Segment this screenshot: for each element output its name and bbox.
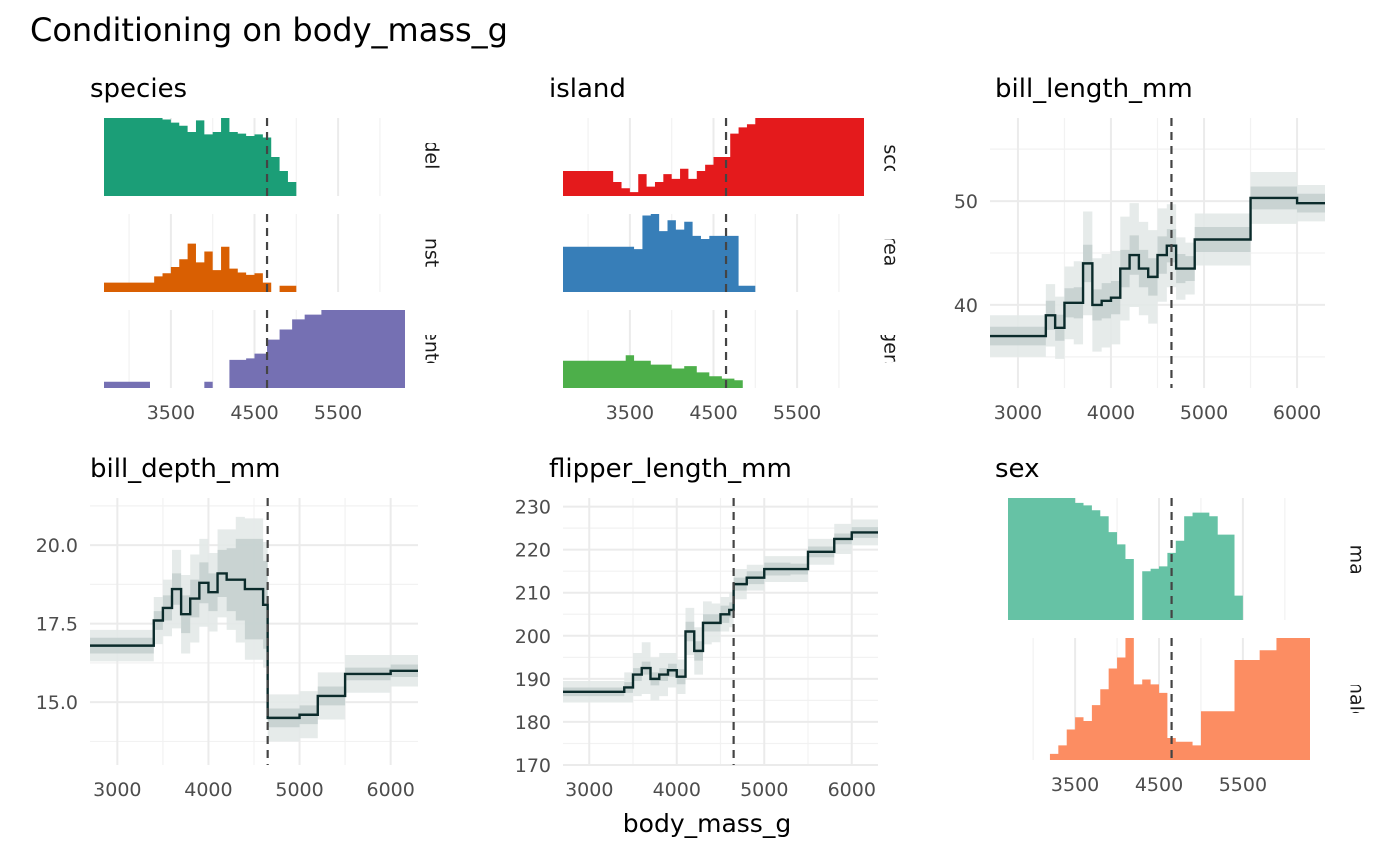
facet-Dream: Dream bbox=[563, 214, 902, 292]
area-Biscoe bbox=[563, 118, 864, 196]
x-tick-label: 6000 bbox=[828, 779, 876, 801]
step-line bbox=[990, 196, 1325, 338]
facet-Gentoo: Gentoo bbox=[104, 310, 443, 388]
inner-band bbox=[90, 538, 418, 728]
panel-title: species bbox=[90, 74, 187, 104]
facet-Chinstrap: Chinstrap bbox=[104, 207, 443, 299]
strip-label: Torgersen bbox=[880, 302, 902, 396]
area-Chinstrap bbox=[104, 243, 297, 292]
panel-flipper_length_mm: flipper_length_mm 3000 4000 5000 6000 170 180 1… bbox=[515, 454, 878, 801]
y-tick-label: 230 bbox=[515, 497, 551, 519]
x-axis-label: body_mass_g bbox=[623, 809, 791, 838]
strip-label: Chinstrap bbox=[421, 207, 443, 299]
strip-label: Gentoo bbox=[421, 314, 443, 383]
panel-title: bill_depth_mm bbox=[90, 454, 281, 484]
x-tick-label: 4000 bbox=[184, 779, 232, 801]
area-Adelie bbox=[104, 118, 297, 196]
strip-label: female bbox=[1346, 526, 1368, 592]
x-tick-label: 5000 bbox=[275, 779, 323, 801]
x-tick-label: 4500 bbox=[689, 402, 737, 424]
x-tick-label: 6000 bbox=[1273, 402, 1321, 424]
step-line bbox=[90, 572, 418, 720]
panel-title: sex bbox=[995, 454, 1039, 484]
x-tick-label: 3000 bbox=[565, 779, 613, 801]
area-female bbox=[1008, 498, 1243, 620]
panel-title: bill_length_mm bbox=[995, 74, 1193, 104]
x-tick-label: 6000 bbox=[366, 779, 414, 801]
strip-label: Biscoe bbox=[880, 126, 902, 188]
strip-label: Dream bbox=[880, 221, 902, 285]
step-line bbox=[563, 531, 878, 693]
y-tick-label: 190 bbox=[515, 669, 551, 691]
panel-bill_depth_mm: bill_depth_mm 3000 4000 5000 6000 15.0 17.5 20.… bbox=[36, 454, 418, 801]
facet-male: male bbox=[1032, 638, 1368, 760]
y-tick-label: 50 bbox=[954, 191, 978, 213]
x-tick-label: 4500 bbox=[1135, 774, 1183, 796]
x-tick-label: 5500 bbox=[1219, 774, 1267, 796]
facet-Adelie: Adelie bbox=[104, 118, 443, 196]
area-Gentoo bbox=[104, 310, 405, 388]
x-tick-label: 5500 bbox=[314, 402, 362, 424]
x-tick-label: 5500 bbox=[773, 402, 821, 424]
panels: species Adelie Chinstrap Gentoo 3500 4500 5500… bbox=[36, 74, 1368, 801]
y-tick-label: 180 bbox=[515, 712, 551, 734]
panel-island: island Biscoe Dream Torgersen 3500 4500 5500 bbox=[549, 74, 902, 424]
y-tick-label: 20.0 bbox=[36, 535, 78, 557]
area-Dream bbox=[563, 214, 756, 292]
figure-title: Conditioning on body_mass_g bbox=[30, 11, 508, 49]
strip-label: male bbox=[1346, 675, 1368, 722]
y-tick-label: 200 bbox=[515, 626, 551, 648]
facet-Biscoe: Biscoe bbox=[563, 118, 902, 196]
area-Torgersen bbox=[563, 355, 743, 388]
panel-species: species Adelie Chinstrap Gentoo 3500 4500 5500 bbox=[90, 74, 443, 424]
facet-female: female bbox=[1008, 498, 1368, 620]
x-tick-label: 4000 bbox=[1087, 402, 1135, 424]
y-tick-label: 220 bbox=[515, 540, 551, 562]
y-tick-label: 40 bbox=[954, 295, 978, 317]
x-tick-label: 3500 bbox=[147, 402, 195, 424]
panel-sex: sex female male 3500 4500 5500 bbox=[995, 454, 1368, 796]
y-tick-label: 170 bbox=[515, 755, 551, 777]
area-male bbox=[1049, 638, 1310, 760]
strip-label: Adelie bbox=[421, 128, 443, 187]
panel-title: island bbox=[549, 74, 626, 104]
x-tick-label: 5000 bbox=[1180, 402, 1228, 424]
x-tick-label: 4000 bbox=[653, 779, 701, 801]
panel-bill_length_mm: bill_length_mm 3000 4000 5000 6000 40 50 bbox=[954, 74, 1325, 424]
x-tick-label: 3500 bbox=[1051, 774, 1099, 796]
x-tick-label: 3500 bbox=[606, 402, 654, 424]
x-tick-label: 4500 bbox=[230, 402, 278, 424]
x-tick-label: 5000 bbox=[740, 779, 788, 801]
x-tick-label: 3000 bbox=[994, 402, 1042, 424]
x-tick-label: 3000 bbox=[93, 779, 141, 801]
y-tick-label: 15.0 bbox=[36, 692, 78, 714]
y-tick-label: 17.5 bbox=[36, 614, 78, 636]
facet-Torgersen: Torgersen bbox=[563, 302, 902, 396]
y-tick-label: 210 bbox=[515, 583, 551, 605]
panel-title: flipper_length_mm bbox=[549, 454, 792, 484]
